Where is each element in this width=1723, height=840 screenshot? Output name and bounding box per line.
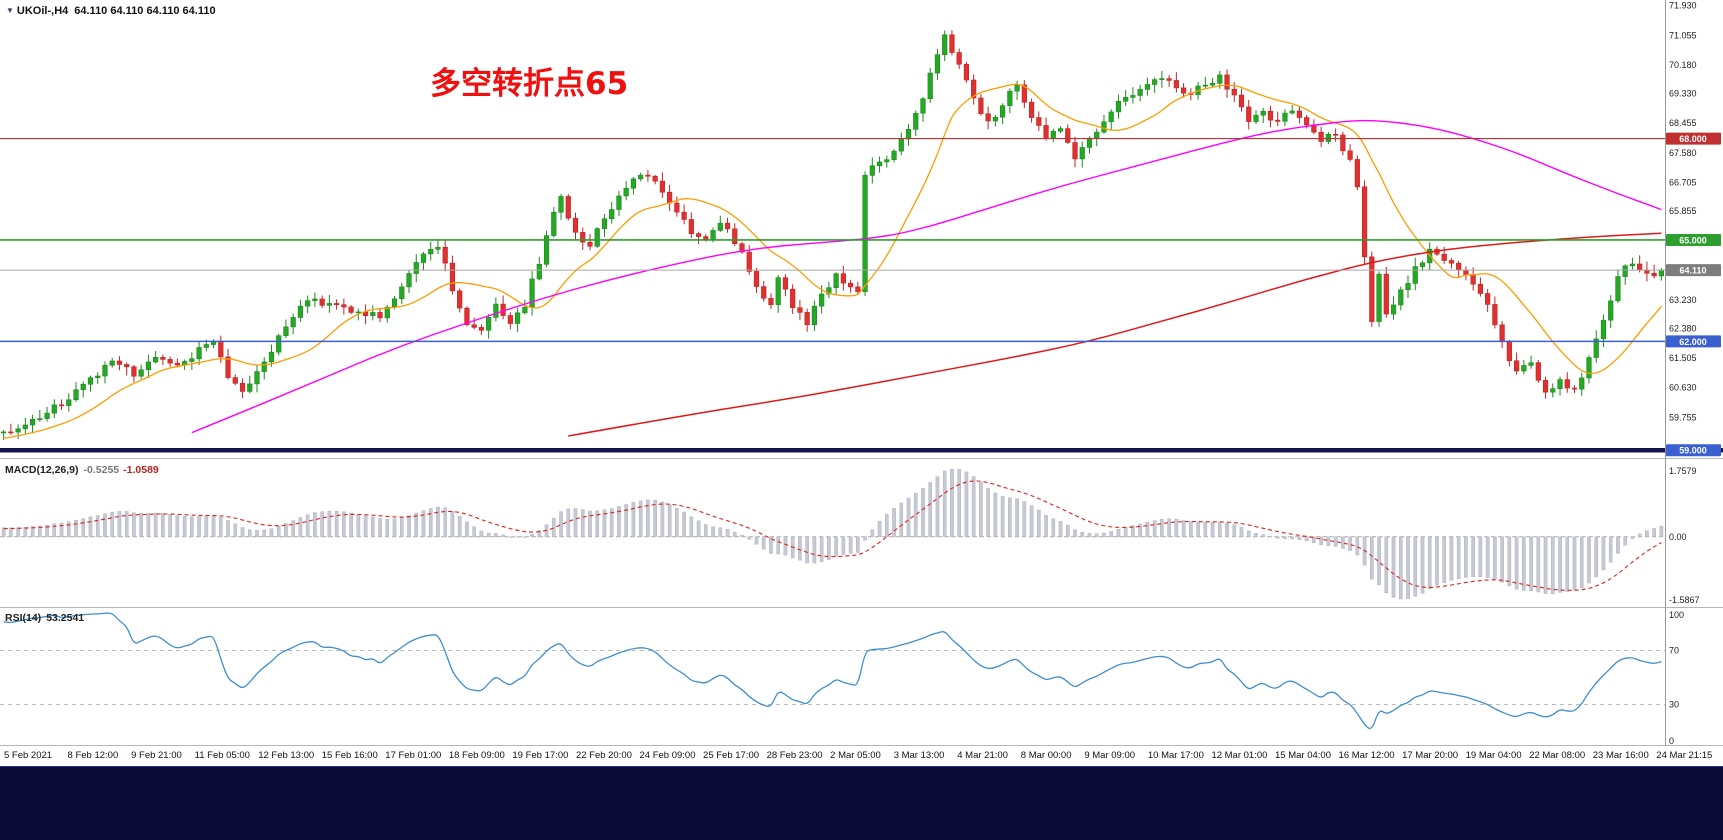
annotation-text: 多空转折点65 — [430, 66, 629, 102]
time-tick-label: 19 Mar 04:00 — [1465, 750, 1522, 761]
time-tick-label: 10 Mar 17:00 — [1147, 750, 1204, 761]
rsi-tick-label: 0 — [1669, 736, 1674, 746]
macd-name: MACD(12,26,9) — [5, 464, 79, 476]
time-tick-label: 3 Mar 13:00 — [893, 750, 945, 761]
chart-canvas[interactable]: 71.930 71.055 70.180 69.330 68.455 67.580 66.7… — [0, 0, 1723, 747]
rsi-value: 53.2541 — [46, 612, 85, 624]
time-tick-label: 8 Mar 00:00 — [1020, 750, 1072, 761]
time-tick-label: 22 Feb 20:00 — [575, 750, 632, 761]
price-tick-label: 63.230 — [1669, 295, 1697, 305]
time-tick-label: 25 Feb 17:00 — [703, 750, 760, 761]
time-tick-label: 12 Mar 01:00 — [1211, 750, 1268, 761]
macd-main-value: -0.5255 — [83, 464, 120, 476]
price-tick-label: 68.455 — [1669, 118, 1697, 128]
time-tick-label: 18 Feb 09:00 — [448, 750, 505, 761]
time-tick-label: 11 Feb 05:00 — [194, 750, 250, 761]
time-tick-label: 17 Mar 20:00 — [1402, 750, 1459, 761]
time-tick-label: 23 Mar 16:00 — [1592, 750, 1649, 761]
time-axis[interactable]: 5 Feb 2021 8 Feb 12:00 9 Feb 21:00 11 Feb 0… — [0, 747, 1723, 766]
price-tick-label: 59.755 — [1669, 412, 1697, 422]
rsi-tick-label: 100 — [1669, 610, 1684, 620]
time-tick-label: 5 Feb 2021 — [4, 750, 53, 761]
svg-text:68.000: 68.000 — [1679, 134, 1707, 144]
price-badge-64.110: 64.110 — [1666, 264, 1721, 277]
ma-mid-line — [191, 119, 1662, 434]
price-tick-label: 70.180 — [1669, 60, 1697, 70]
chart-symbol-label: ▼ UKOil-,H4 64.110 64.110 64.110 64.110 — [6, 5, 216, 17]
time-tick-label: 9 Feb 21:00 — [131, 750, 182, 761]
svg-text:59.000: 59.000 — [1679, 446, 1707, 456]
time-tick-label: 24 Mar 21:15 — [1656, 750, 1713, 761]
price-badge-68.000: 68.000 — [1666, 132, 1721, 145]
time-tick-label: 12 Feb 13:00 — [258, 750, 315, 761]
time-tick-label: 4 Mar 21:00 — [957, 750, 1008, 761]
price-badge-65.000: 65.000 — [1666, 233, 1721, 246]
macd-tick-label: 0.00 — [1669, 532, 1687, 542]
ma-fast-line — [3, 83, 1662, 439]
rsi-tick-label: 30 — [1669, 700, 1679, 710]
time-tick-label: 8 Feb 12:00 — [67, 750, 119, 761]
ma-slow-line — [568, 232, 1662, 437]
time-tick-label: 17 Feb 01:00 — [385, 750, 442, 761]
time-tick-label: 16 Mar 12:00 — [1338, 750, 1395, 761]
price-tick-label: 65.855 — [1669, 206, 1697, 216]
current-bar-ohlc: 64.110 64.110 64.110 64.110 — [74, 5, 216, 17]
macd-signal-value: -1.0589 — [123, 464, 159, 476]
rsi-line — [3, 612, 1662, 730]
price-badge-59.000: 59.000 — [1666, 444, 1721, 457]
svg-text:65.000: 65.000 — [1679, 235, 1707, 245]
price-axis[interactable]: 71.930 71.055 70.180 69.330 68.455 67.580 66.7… — [1665, 0, 1722, 746]
rsi-tick-label: 70 — [1669, 646, 1679, 656]
price-tick-label: 71.930 — [1669, 1, 1697, 11]
time-tick-label: 22 Mar 08:00 — [1529, 750, 1586, 761]
time-tick-label: 15 Mar 04:00 — [1275, 750, 1331, 761]
symbol-dropdown-icon[interactable]: ▼ — [6, 6, 14, 15]
candlestick-series — [1, 30, 1664, 441]
price-badge-62.000: 62.000 — [1666, 335, 1721, 348]
svg-text:64.110: 64.110 — [1679, 266, 1706, 276]
macd-tick-label: -1.5867 — [1669, 595, 1700, 605]
price-tick-label: 66.705 — [1669, 177, 1697, 187]
price-tick-label: 69.330 — [1669, 89, 1697, 99]
rsi-indicator-label: RSI(14) 53.2541 — [5, 612, 84, 624]
time-tick-label: 2 Mar 05:00 — [830, 750, 881, 761]
price-tick-label: 67.580 — [1669, 148, 1697, 158]
price-tick-label: 61.505 — [1669, 353, 1697, 363]
time-tick-label: 28 Feb 23:00 — [766, 750, 823, 761]
macd-histogram — [1, 468, 1664, 600]
price-tick-label: 60.630 — [1669, 383, 1697, 393]
time-tick-label: 19 Feb 17:00 — [512, 750, 569, 761]
macd-tick-label: 1.7579 — [1669, 466, 1697, 476]
price-tick-label: 62.380 — [1669, 324, 1697, 334]
rsi-name: RSI(14) — [5, 612, 42, 624]
macd-signal-line — [3, 480, 1662, 591]
symbol-name: UKOil-,H4 — [16, 5, 69, 17]
time-tick-label: 24 Feb 09:00 — [639, 750, 696, 761]
macd-indicator-label: MACD(12,26,9) -0.5255 -1.0589 — [5, 464, 159, 476]
svg-text:62.000: 62.000 — [1679, 337, 1707, 347]
time-tick-label: 15 Feb 16:00 — [321, 750, 378, 761]
time-tick-label: 9 Mar 09:00 — [1084, 750, 1136, 761]
bottom-bar — [0, 766, 1723, 840]
price-tick-label: 71.055 — [1669, 30, 1697, 40]
